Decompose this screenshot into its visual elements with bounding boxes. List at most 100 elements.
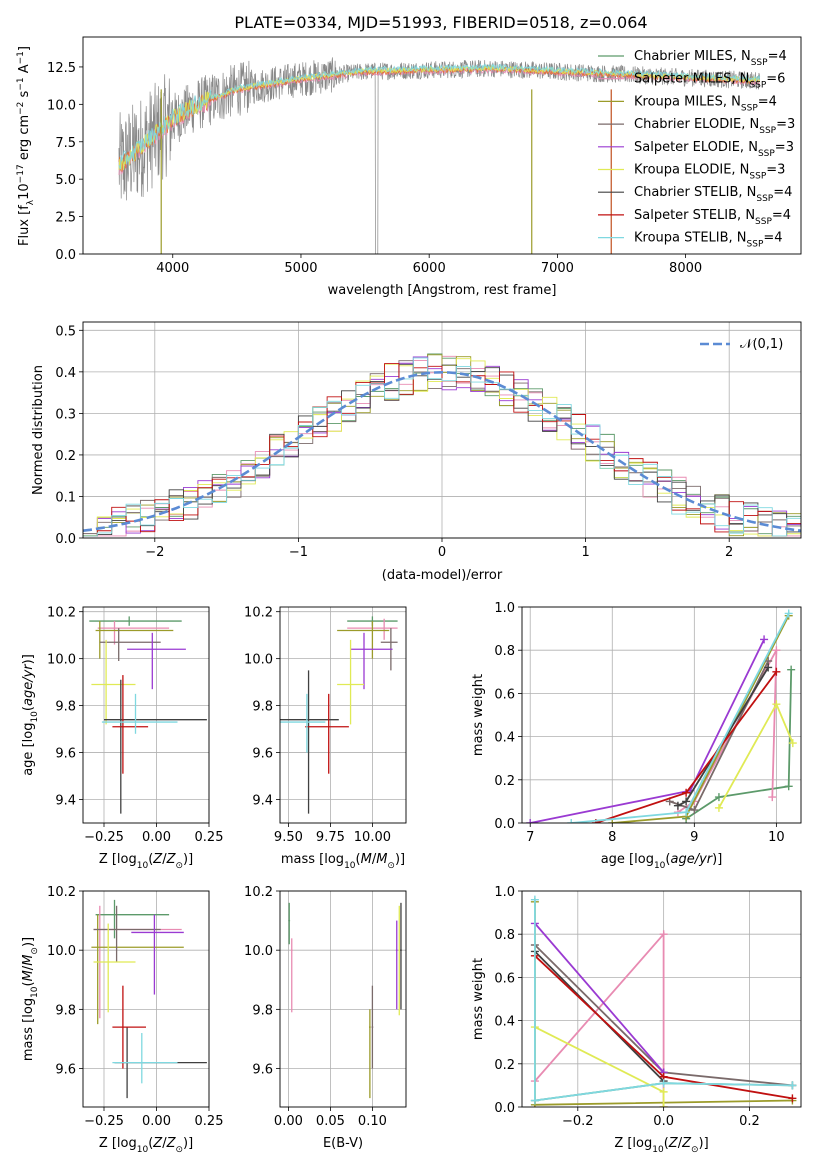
legend-entry-5: Kroupa ELODIE, NSSP=3 xyxy=(634,163,785,182)
weight_vs_Z-marker xyxy=(530,895,539,904)
weight_vs_Z-marker xyxy=(659,930,668,939)
residuals-ytick-label: 0.5 xyxy=(55,324,76,339)
weight_vs_Z-marker xyxy=(659,1079,668,1088)
age_vs_mass-ytick-label: 10.0 xyxy=(244,653,273,668)
weight_vs_age-marker xyxy=(608,819,617,823)
weight_vs_Z-ytick-label: 0.8 xyxy=(494,928,515,943)
residuals-ylabel: Normed distribution xyxy=(31,365,46,495)
age_vs_mass-xtick-label: 9.50 xyxy=(274,830,303,845)
normal-reference-line xyxy=(83,370,801,532)
weight_vs_age-marker xyxy=(768,793,777,802)
weight_vs_age-ytick-label: 0.2 xyxy=(494,774,515,789)
spectrum-xtick-label: 5000 xyxy=(284,261,317,276)
weight_vs_age-ytick-label: 0.4 xyxy=(494,731,515,746)
mass_vs_Z-xtick-label: 0.25 xyxy=(195,1114,224,1129)
weight_vs_Z-ytick-label: 0.6 xyxy=(494,971,515,986)
mass_vs_Z-ytick-label: 9.8 xyxy=(55,1003,76,1018)
legend-entry-0: Chabrier MILES, NSSP=4 xyxy=(634,49,787,68)
weight_vs_Z-frame xyxy=(521,890,802,1108)
mass_vs_Z-ytick-label: 9.6 xyxy=(55,1063,76,1078)
mass_vs_Z-frame xyxy=(82,890,210,1108)
mass_vs_Z-xtick-label: −0.25 xyxy=(84,1114,124,1129)
residuals-plot-area xyxy=(83,353,801,537)
weight_vs_age-xtick-label: 10 xyxy=(768,830,785,845)
weight_vs_age-panel xyxy=(518,606,802,827)
weight_vs_Z-marker xyxy=(788,1081,797,1090)
weight_vs_age-xlabel: age [log10(age/yr)] xyxy=(601,852,723,871)
age_vs_mass-plot-area xyxy=(280,616,398,814)
age_vs_Z-ytick-label: 9.4 xyxy=(55,794,76,809)
spectrum-ytick-label: 2.5 xyxy=(55,211,76,226)
weight_vs_Z-xtick-label: −0.2 xyxy=(562,1114,594,1129)
age_vs_mass-panel xyxy=(276,606,407,827)
age_vs_Z-ytick-label: 10.2 xyxy=(47,606,76,621)
weight_vs_age-series-line xyxy=(612,615,790,823)
spectrum-frame xyxy=(82,36,802,255)
legend-entry-2: Kroupa MILES, NSSP=4 xyxy=(634,94,777,113)
residuals-xlabel: (data-model)/error xyxy=(382,568,503,583)
mass_vs_Z-plot-area xyxy=(91,899,207,1099)
residuals-ytick-label: 0.1 xyxy=(55,490,76,505)
weight_vs_age-marker xyxy=(714,793,723,802)
age_vs_Z-ytick-label: 10.0 xyxy=(47,653,76,668)
weight_vs_age-plot-area xyxy=(526,609,797,823)
mass_vs_ebv-ytick-label: 9.8 xyxy=(252,1003,273,1018)
weight_vs_Z-ytick-label: 0.2 xyxy=(494,1058,515,1073)
spectrum-xtick-label: 7000 xyxy=(541,261,574,276)
weight_vs_Z-ytick-label: 0.4 xyxy=(494,1015,515,1030)
age_vs_Z-xtick-label: −0.25 xyxy=(84,830,124,845)
weight_vs_age-marker xyxy=(682,797,691,806)
weight_vs_age-marker xyxy=(682,808,691,817)
weight_vs_Z-series-line xyxy=(534,1026,665,1107)
weight_vs_age-marker xyxy=(760,635,769,644)
residuals-xtick-label: −2 xyxy=(145,545,164,560)
weight_vs_Z-panel xyxy=(518,890,802,1111)
spectrum-ytick-label: 7.5 xyxy=(55,136,76,151)
age_vs_mass-ytick-label: 10.2 xyxy=(244,606,273,621)
mass_vs_Z-ytick-label: 10.0 xyxy=(47,944,76,959)
residual-histogram-8 xyxy=(83,357,801,537)
weight_vs_Z-xtick-label: 0.0 xyxy=(653,1114,674,1129)
age_vs_Z-xtick-label: 0.00 xyxy=(142,830,171,845)
weight_vs_age-marker xyxy=(772,700,781,709)
mass_vs_ebv-xlabel: E(B-V) xyxy=(323,1136,363,1151)
mass_vs_Z-xlabel: Z [log10(Z/Z⊙)] xyxy=(99,1136,193,1155)
legend-entry-4: Salpeter ELODIE, NSSP=3 xyxy=(634,140,794,159)
residual-histogram-7 xyxy=(83,363,801,537)
spectrum-ytick-label: 10.0 xyxy=(47,98,76,113)
mass_vs_Z-ytick-label: 10.2 xyxy=(47,885,76,900)
age_vs_Z-xtick-label: 0.25 xyxy=(195,830,224,845)
spectrum-plot-area xyxy=(118,57,761,254)
spectrum-model-line xyxy=(118,63,761,170)
legend-entry-8: Kroupa STELIB, NSSP=4 xyxy=(634,231,783,250)
age_vs_Z-panel xyxy=(79,606,210,827)
spectrum-ylabel: Flux [fλ10−17 erg cm−2 s−1 A−1] xyxy=(16,46,36,246)
age_vs_mass-xtick-label: 10.00 xyxy=(354,830,391,845)
age_vs_mass-frame xyxy=(279,606,407,824)
weight_vs_age-series-line xyxy=(718,702,794,809)
mass_vs_ebv-xtick-label: 0.05 xyxy=(316,1114,345,1129)
weight_vs_age-marker xyxy=(682,788,691,797)
spectrum-xtick-label: 4000 xyxy=(156,261,189,276)
mass_vs_ebv-xtick-label: 0.10 xyxy=(358,1114,387,1129)
age_vs_mass-xtick-label: 9.75 xyxy=(316,830,345,845)
weight_vs_age-marker xyxy=(526,819,535,823)
weight_vs_age-ytick-label: 0.0 xyxy=(494,817,515,832)
weight_vs_age-marker xyxy=(567,819,576,823)
age_vs_Z-xlabel: Z [log10(Z/Z⊙)] xyxy=(99,852,193,871)
spectrum-xtick-label: 8000 xyxy=(669,261,702,276)
spectrum-xtick-label: 6000 xyxy=(413,261,446,276)
weight_vs_Z-marker xyxy=(659,1087,668,1096)
weight_vs_age-ylabel: mass weight xyxy=(471,674,486,756)
weight_vs_age-marker xyxy=(784,782,793,791)
mass_vs_ebv-plot-area xyxy=(288,902,402,1099)
mass_vs_ebv-ytick-label: 10.0 xyxy=(244,944,273,959)
weight_vs_Z-ytick-label: 1.0 xyxy=(494,885,515,900)
age_vs_Z-frame xyxy=(82,606,210,824)
legend-entry-6: Chabrier STELIB, NSSP=4 xyxy=(634,185,792,204)
residuals-xtick-label: −1 xyxy=(289,545,308,560)
weight_vs_age-marker xyxy=(714,803,723,812)
mass_vs_Z-xtick-label: 0.00 xyxy=(142,1114,171,1129)
weight_vs_age-marker xyxy=(772,667,781,676)
